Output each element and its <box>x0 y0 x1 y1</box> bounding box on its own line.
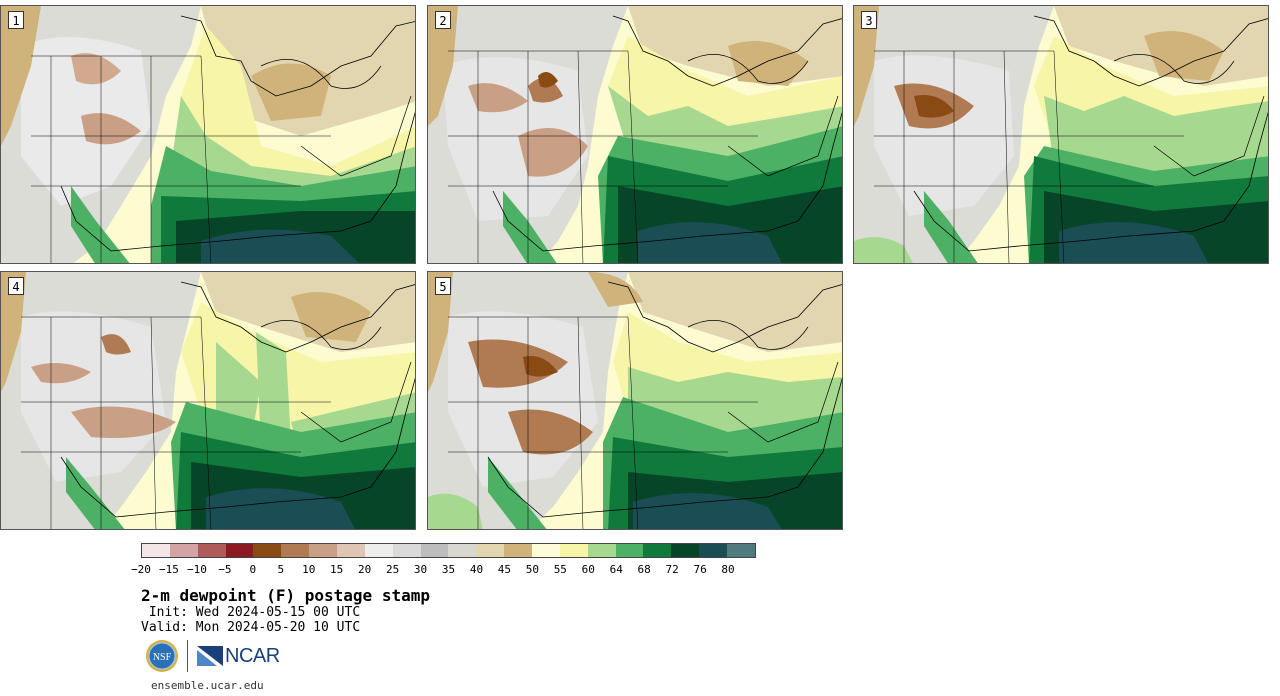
colorbar-tick-label: 64 <box>609 563 623 576</box>
dewpoint-map <box>1 6 415 263</box>
colorbar-swatch <box>142 544 170 557</box>
colorbar-swatch <box>448 544 477 557</box>
colorbar-swatch <box>615 544 644 557</box>
colorbar-swatch <box>727 544 755 557</box>
colorbar-swatch <box>420 544 449 557</box>
dewpoint-map <box>428 272 842 529</box>
colorbar-swatch <box>197 544 226 557</box>
valid-time: Valid: Mon 2024-05-20 10 UTC <box>141 620 361 635</box>
colorbar-tick-label: 68 <box>637 563 651 576</box>
logo-divider <box>187 640 188 672</box>
colorbar-swatch <box>699 544 728 557</box>
nsf-logo-icon[interactable]: NSF <box>145 639 179 673</box>
colorbar-swatch <box>281 544 310 557</box>
map-panel-4[interactable]: 4 <box>0 271 416 530</box>
colorbar-tick-label: 55 <box>553 563 567 576</box>
colorbar-tick-label: −15 <box>159 563 179 576</box>
colorbar-tick-label: 40 <box>469 563 484 576</box>
colorbar-tick-label: 45 <box>497 563 512 576</box>
colorbar <box>141 543 756 558</box>
colorbar-swatch <box>559 544 588 557</box>
colorbar-tick-label: 80 <box>721 563 735 576</box>
colorbar-tick-label: 50 <box>525 563 539 576</box>
colorbar-tick-label: −20 <box>131 563 151 576</box>
colorbar-tick-label: 76 <box>693 563 707 576</box>
colorbar-swatch <box>309 544 338 557</box>
ncar-mark-icon <box>197 646 223 666</box>
panel-number: 1 <box>8 11 24 29</box>
colorbar-tick-label: 5 <box>277 563 285 576</box>
panel-number: 4 <box>8 277 24 295</box>
colorbar-swatch <box>225 544 254 557</box>
map-panel-3[interactable]: 3 <box>853 5 1269 264</box>
colorbar-tick-label: −10 <box>186 563 207 576</box>
dewpoint-map <box>1 272 415 529</box>
colorbar-tick-label: 60 <box>581 563 595 576</box>
logos: NSF NCAR <box>145 638 280 674</box>
colorbar-swatch <box>643 544 672 557</box>
svg-text:NSF: NSF <box>153 652 172 663</box>
panel-number: 2 <box>435 11 451 29</box>
map-panel-5[interactable]: 5 <box>427 271 843 530</box>
colorbar-ticks: −20 −15 −10 −5 0 5 10 15 20 25 30 35 40 45 50 55 60 64 68 7… <box>131 563 756 577</box>
ncar-logo[interactable]: NCAR <box>197 645 280 668</box>
colorbar-tick-label: 72 <box>665 563 679 576</box>
colorbar-tick-label: 10 <box>302 563 316 576</box>
colorbar-swatch <box>253 544 282 557</box>
colorbar-swatch <box>169 544 198 557</box>
colorbar-tick-label: 20 <box>358 563 372 576</box>
panel-number: 5 <box>435 277 451 295</box>
colorbar-swatch <box>587 544 616 557</box>
dewpoint-map <box>854 6 1268 263</box>
colorbar-swatch <box>392 544 421 557</box>
colorbar-tick-label: 0 <box>249 563 257 576</box>
website-link[interactable]: ensemble.ucar.edu <box>151 679 264 692</box>
colorbar-swatch <box>337 544 365 557</box>
colorbar-swatch <box>364 544 393 557</box>
colorbar-tick-label: 35 <box>441 563 456 576</box>
colorbar-tick-label: 25 <box>385 563 400 576</box>
init-time: Init: Wed 2024-05-15 00 UTC <box>141 605 361 620</box>
colorbar-swatch <box>532 544 560 557</box>
colorbar-swatch <box>504 544 533 557</box>
colorbar-tick-label: −5 <box>218 563 232 576</box>
map-panel-2[interactable]: 2 <box>427 5 843 264</box>
ncar-wordmark: NCAR <box>225 644 280 667</box>
panel-number: 3 <box>861 11 877 29</box>
colorbar-swatch <box>476 544 505 557</box>
colorbar-swatch <box>671 544 700 557</box>
page-title: 2-m dewpoint (F) postage stamp <box>141 586 430 605</box>
colorbar-tick-label: 15 <box>330 563 344 576</box>
colorbar-tick-label: 30 <box>413 563 428 576</box>
dewpoint-map <box>428 6 842 263</box>
map-panel-1[interactable]: 1 <box>0 5 416 264</box>
